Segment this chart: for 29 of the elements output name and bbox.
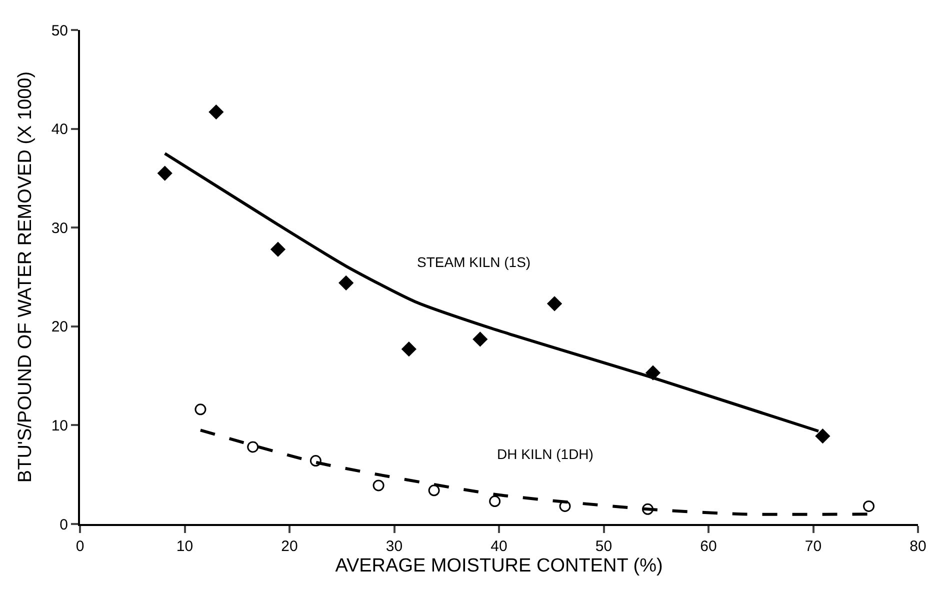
point [372, 480, 384, 492]
point [428, 484, 440, 496]
x-tick-label: 50 [595, 538, 612, 555]
point [310, 455, 322, 467]
point [642, 503, 654, 515]
y-tick-label: 40 [51, 121, 68, 138]
text: STEAM KILN (1S) [417, 254, 531, 270]
x-tick-label: 20 [281, 538, 298, 555]
x-tick-label: 60 [700, 538, 717, 555]
line-series [198, 428, 870, 516]
point [863, 500, 875, 512]
y-axis-title: BTU'S/POUND OF WATER REMOVED (X 1000) [15, 71, 36, 483]
y-tick-label: 10 [51, 417, 68, 434]
x-tick-label: 40 [490, 538, 508, 555]
x-tick-label: 30 [386, 538, 403, 555]
point [559, 500, 571, 512]
x-tick-label: 0 [76, 538, 84, 555]
x-tick-label: 80 [910, 538, 926, 555]
point [247, 441, 259, 453]
y-tick-label: 30 [51, 220, 68, 237]
point [489, 496, 501, 508]
x-axis-title: AVERAGE MOISTURE CONTENT (%) [335, 555, 663, 576]
x-tick-label: 70 [804, 538, 822, 555]
y-tick-label: 20 [51, 318, 68, 336]
x-tick-label: 10 [176, 538, 194, 555]
text: DH KILN (1DH) [497, 446, 594, 462]
point [194, 404, 206, 416]
y-tick-label: 50 [51, 22, 68, 40]
y-tick-label: 0 [60, 516, 68, 534]
